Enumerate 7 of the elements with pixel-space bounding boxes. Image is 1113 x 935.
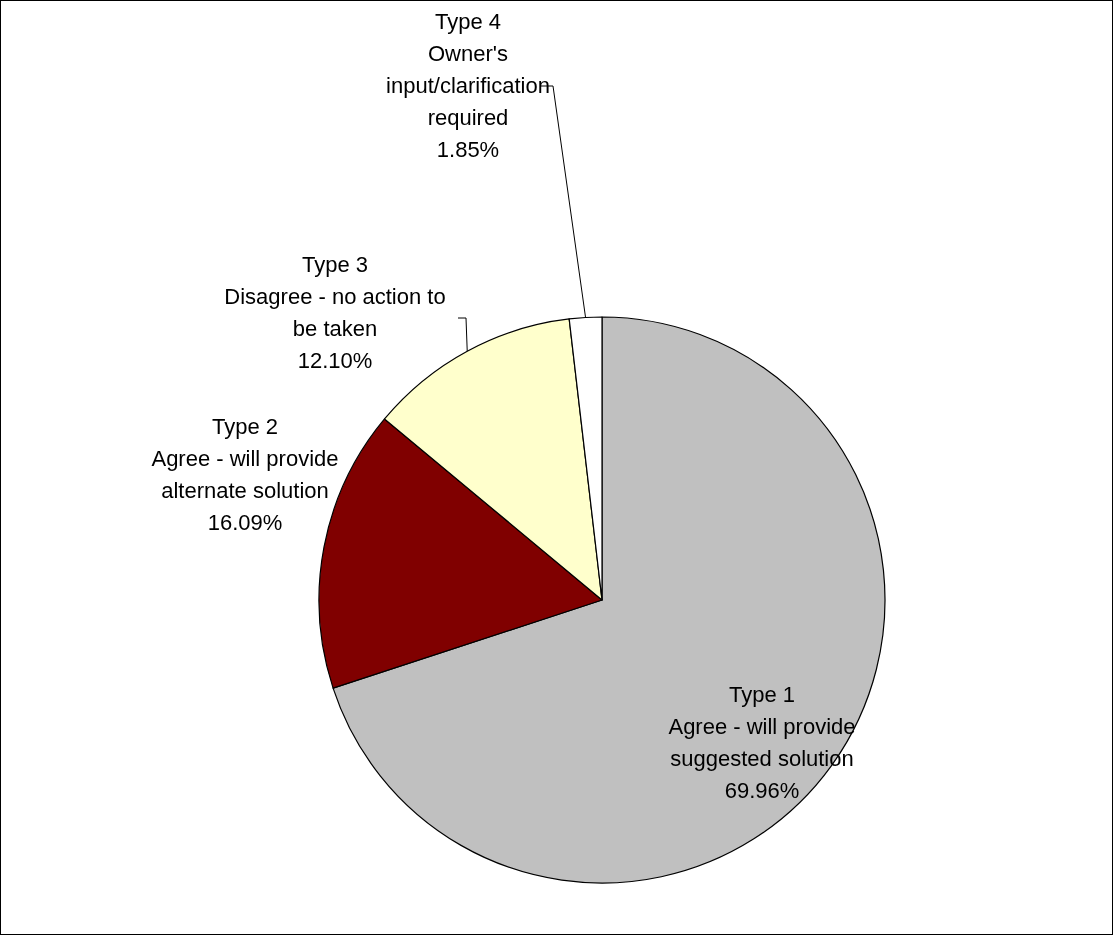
- slice-label: Type 3 Disagree - no action to be taken: [224, 252, 446, 341]
- data-label: 1.85%: [436, 137, 500, 162]
- data-label: 69.96%: [724, 778, 800, 803]
- slice-label: Type 4 Owner's input/clarification required: [386, 9, 550, 130]
- data-label: 16.09%: [207, 510, 283, 535]
- slice-label: Type 2 Agree - will provide alternate solution: [151, 414, 339, 503]
- data-label: 12.10%: [297, 348, 373, 373]
